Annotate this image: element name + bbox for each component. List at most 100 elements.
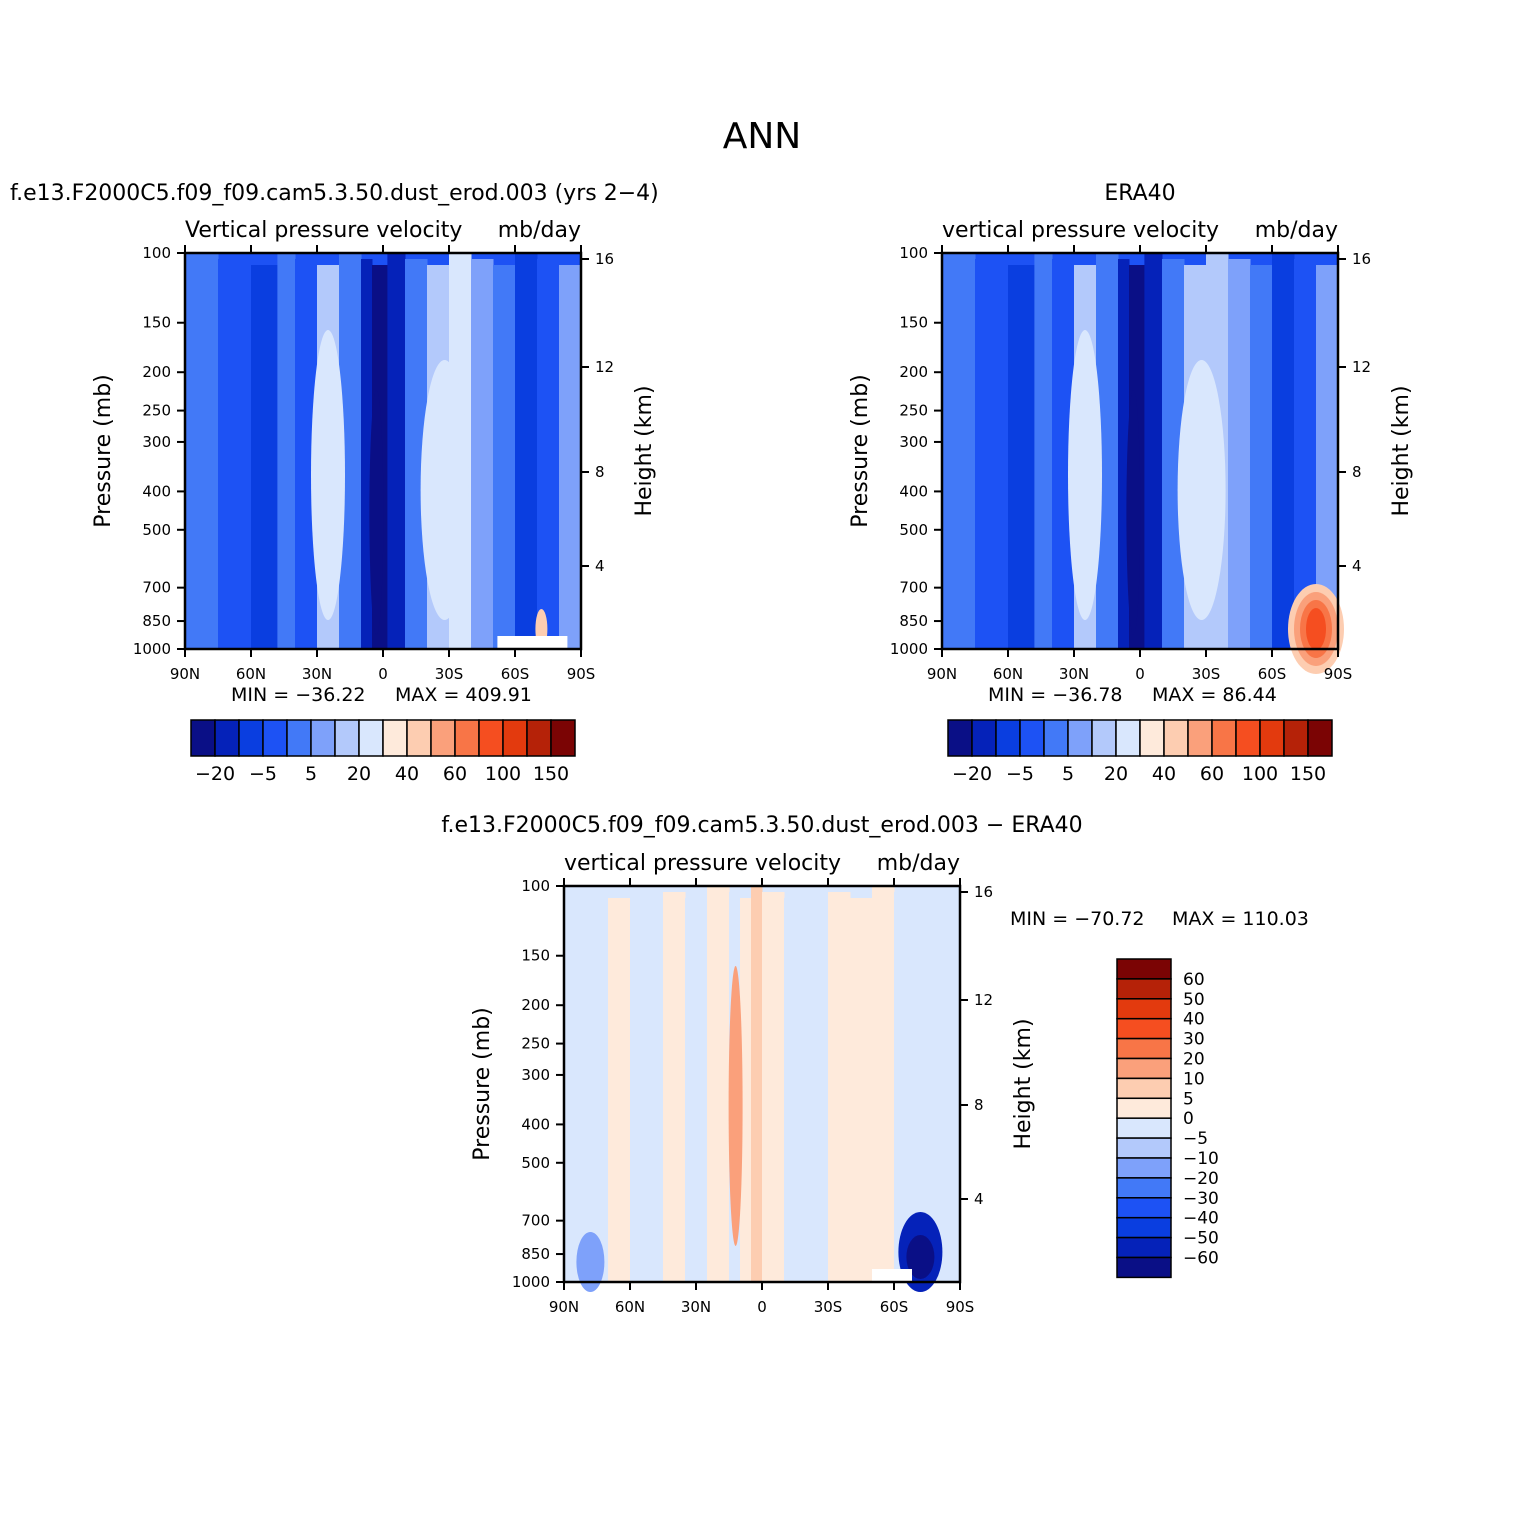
units-label: mb/day — [1255, 218, 1338, 243]
field-band — [564, 886, 587, 1282]
colorbar-swatch — [190, 719, 216, 757]
colorbar-label: −5 — [1183, 1129, 1208, 1149]
field-band — [608, 898, 631, 1282]
field-band — [850, 898, 873, 1282]
field-band — [387, 253, 406, 649]
colorbar-swatch — [1019, 719, 1045, 757]
colorbar-swatch — [406, 719, 432, 757]
colorbar-swatch — [334, 719, 360, 757]
field-band — [740, 898, 752, 1282]
field-band — [493, 265, 516, 649]
panel-title: f.e13.F2000C5.f09_f09.cam5.3.50.dust_ero… — [10, 181, 659, 206]
y2-axis-label: Height (km) — [632, 385, 657, 516]
y2-tick-label: 12 — [595, 358, 614, 376]
y2-tick-label: 8 — [595, 463, 605, 481]
colorbar-swatch — [1163, 719, 1189, 757]
colorbar-label: 5 — [1062, 763, 1074, 785]
colorbar-swatch — [1116, 1037, 1172, 1060]
colorbar-label: 60 — [1183, 970, 1205, 990]
colorbar-label: 60 — [1200, 763, 1224, 785]
x-tick-label: 60S — [501, 665, 530, 683]
colorbar-swatch — [286, 719, 312, 757]
contour-blob — [420, 360, 469, 620]
colorbar-label: 150 — [533, 763, 569, 785]
colorbar-swatch — [238, 719, 264, 757]
y-tick-label: 200 — [899, 363, 928, 381]
y-tick-label: 200 — [521, 996, 550, 1014]
contour-blob — [1126, 390, 1141, 635]
field-band — [361, 259, 373, 649]
min-label: MIN = −70.72 — [1010, 908, 1145, 930]
y-tick-label: 700 — [899, 579, 928, 597]
colorbar-label: 40 — [395, 763, 419, 785]
x-tick-label: 30N — [302, 665, 332, 683]
y2-tick-label: 8 — [1352, 463, 1362, 481]
x-tick-label: 60S — [880, 1298, 909, 1316]
colorbar-label: 100 — [485, 763, 521, 785]
colorbar-swatch — [262, 719, 288, 757]
colorbar-swatch — [1116, 1256, 1172, 1279]
colorbar-label: −20 — [195, 763, 235, 785]
field-band — [975, 259, 1009, 649]
field-band — [1250, 265, 1273, 649]
min-label: MIN = −36.22 — [231, 684, 366, 706]
colorbar-swatch — [310, 719, 336, 757]
y-tick-label: 250 — [899, 402, 928, 420]
y-tick-label: 400 — [142, 482, 171, 500]
field-band — [1008, 265, 1035, 649]
field-band — [1294, 259, 1317, 649]
colorbar-label: 150 — [1290, 763, 1326, 785]
max-label: MAX = 86.44 — [1152, 684, 1277, 706]
contour-blob — [728, 966, 743, 1246]
y-tick-label: 850 — [899, 612, 928, 630]
colorbar-swatch — [478, 719, 504, 757]
x-tick-label: 90N — [170, 665, 200, 683]
y2-axis-label: Height (km) — [1389, 385, 1414, 516]
y-tick-label: 300 — [142, 433, 171, 451]
field-band — [707, 886, 730, 1282]
colorbar-swatch — [1116, 1077, 1172, 1100]
y2-tick-label: 16 — [1352, 250, 1371, 268]
colorbar-label: 10 — [1183, 1069, 1205, 1089]
field-band — [471, 259, 494, 649]
y-tick-label: 850 — [521, 1245, 550, 1263]
colorbar-swatch — [1116, 1017, 1172, 1040]
x-tick-label: 60N — [236, 665, 266, 683]
colorbar-swatch — [1116, 978, 1172, 1000]
y-tick-label: 100 — [142, 244, 171, 262]
y-tick-label: 100 — [899, 244, 928, 262]
y-tick-label: 150 — [142, 314, 171, 332]
x-tick-label: 90N — [549, 1298, 579, 1316]
colorbar: −20 −5 5 20 40 60 100 150 — [190, 719, 576, 785]
y2-tick-label: 12 — [974, 991, 993, 1009]
colorbar-label: −5 — [1006, 763, 1034, 785]
obs-panel: ERA40 vertical pressure velocity mb/day 100… — [848, 181, 1414, 785]
colorbar-label: −40 — [1183, 1209, 1219, 1229]
colorbar-label: −20 — [952, 763, 992, 785]
y2-tick-label: 16 — [974, 883, 993, 901]
contour-blob — [576, 1232, 605, 1292]
colorbar-swatch — [1307, 719, 1333, 757]
colorbar-label: 30 — [1183, 1030, 1205, 1050]
field-band — [1272, 253, 1295, 649]
colorbar-swatch — [550, 719, 576, 757]
x-tick-label: 60N — [615, 1298, 645, 1316]
colorbar-swatch — [1116, 1236, 1172, 1259]
colorbar-swatch — [1116, 1057, 1172, 1080]
field-band — [1096, 253, 1119, 649]
colorbar-swatch — [1259, 719, 1285, 757]
colorbar-label: 50 — [1183, 990, 1205, 1010]
y-tick-label: 300 — [899, 433, 928, 451]
colorbar-label: −10 — [1183, 1149, 1219, 1169]
field-band — [339, 253, 362, 649]
colorbar-swatch — [526, 719, 552, 757]
x-tick-label: 90N — [927, 665, 957, 683]
colorbar-swatch — [1235, 719, 1261, 757]
x-tick-label: 60S — [1258, 665, 1287, 683]
x-tick-label: 0 — [378, 665, 388, 683]
colorbar-swatch — [430, 719, 456, 757]
colorbar-swatch — [1116, 1197, 1172, 1219]
x-tick-label: 30N — [1059, 665, 1089, 683]
field-band — [1052, 259, 1075, 649]
